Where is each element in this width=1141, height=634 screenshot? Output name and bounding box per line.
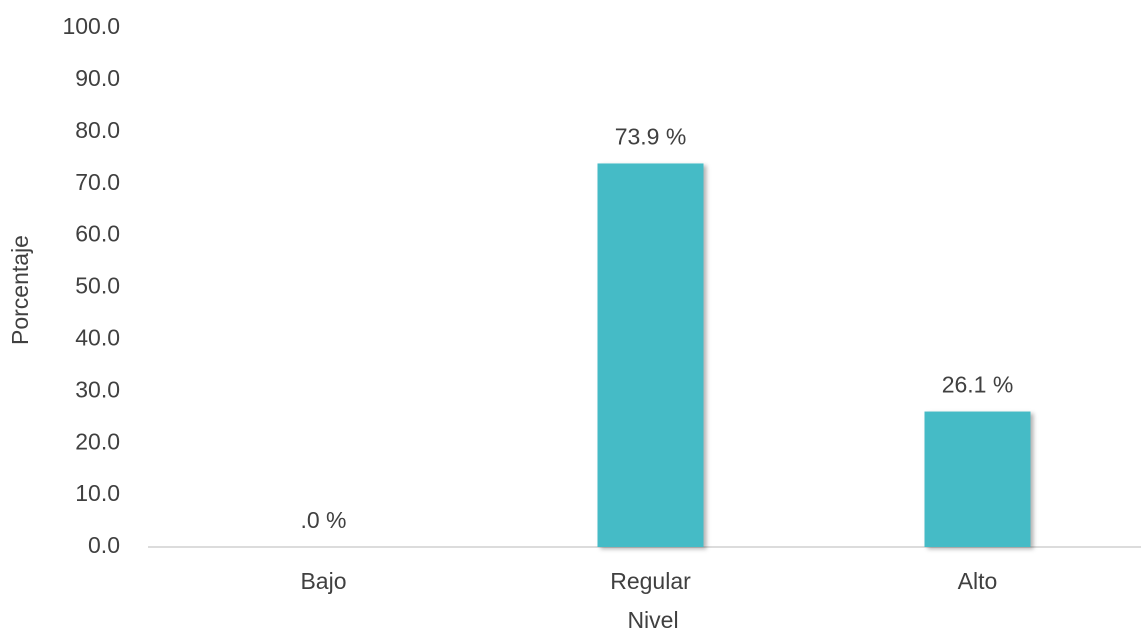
value-label: 73.9 % bbox=[615, 124, 687, 150]
value-label: .0 % bbox=[300, 507, 346, 533]
value-label: 26.1 % bbox=[942, 372, 1014, 398]
y-tick-label: 80.0 bbox=[75, 117, 120, 143]
bar bbox=[924, 411, 1031, 547]
y-tick-label: 30.0 bbox=[75, 376, 120, 402]
x-axis-title: Nivel bbox=[627, 607, 678, 633]
y-tick-label: 100.0 bbox=[62, 13, 120, 39]
x-tick-label: Alto bbox=[958, 568, 998, 594]
bar bbox=[597, 163, 704, 548]
y-tick-label: 50.0 bbox=[75, 273, 120, 299]
y-tick-label: 90.0 bbox=[75, 65, 120, 91]
y-tick-label: 60.0 bbox=[75, 221, 120, 247]
y-tick-label: 70.0 bbox=[75, 169, 120, 195]
y-tick-label: 10.0 bbox=[75, 480, 120, 506]
y-tick-label: 20.0 bbox=[75, 428, 120, 454]
y-axis-title: Porcentaje bbox=[7, 235, 33, 345]
y-tick-label: 0.0 bbox=[88, 532, 120, 558]
x-tick-label: Bajo bbox=[300, 568, 346, 594]
x-tick-label: Regular bbox=[610, 568, 691, 594]
y-tick-label: 40.0 bbox=[75, 324, 120, 350]
